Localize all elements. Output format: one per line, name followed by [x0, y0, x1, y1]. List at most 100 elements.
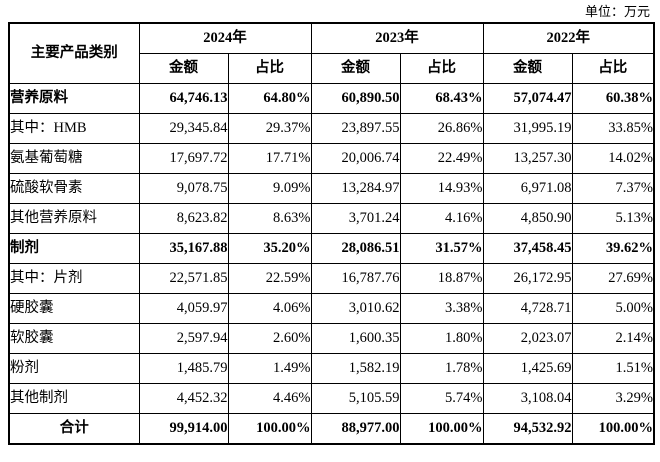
ratio-cell: 2.60% — [227, 323, 312, 354]
amount-cell: 94,532.92 — [482, 413, 573, 445]
ratio-cell: 33.85% — [571, 113, 655, 144]
ratio-cell: 3.38% — [399, 293, 484, 324]
category-cell: 营养原料 — [8, 83, 140, 114]
ratio-cell: 68.43% — [399, 83, 484, 114]
amount-cell: 3,108.04 — [482, 383, 573, 414]
ratio-header: 占比 — [227, 53, 312, 84]
ratio-cell: 1.49% — [227, 353, 312, 384]
amount-cell: 4,850.90 — [482, 203, 573, 234]
amount-cell: 4,059.97 — [138, 293, 229, 324]
amount-cell: 16,787.76 — [310, 263, 401, 294]
ratio-cell: 3.29% — [571, 383, 655, 414]
ratio-cell: 100.00% — [227, 413, 312, 445]
amount-cell: 88,977.00 — [310, 413, 401, 445]
table-row: 营养原料 64,746.13 64.80% 60,890.50 68.43% 57,074… — [8, 83, 655, 114]
ratio-cell: 31.57% — [399, 233, 484, 264]
ratio-cell: 2.14% — [571, 323, 655, 354]
ratio-cell: 5.74% — [399, 383, 484, 414]
table-row: 硫酸软骨素 9,078.75 9.09% 13,284.97 14.93% 6,971.0… — [8, 173, 655, 204]
table-row: 软胶囊 2,597.94 2.60% 1,600.35 1.80% 2,023.07 2.1… — [8, 323, 655, 354]
category-cell: 其中：HMB — [8, 113, 140, 144]
amount-header: 金额 — [310, 53, 401, 84]
ratio-cell: 39.62% — [571, 233, 655, 264]
ratio-cell: 7.37% — [571, 173, 655, 204]
category-cell: 其中：片剂 — [8, 263, 140, 294]
ratio-cell: 100.00% — [399, 413, 484, 445]
ratio-cell: 1.80% — [399, 323, 484, 354]
amount-cell: 60,890.50 — [310, 83, 401, 114]
table-row: 其中：HMB 29,345.84 29.37% 23,897.55 26.86% 31,9… — [8, 113, 655, 144]
amount-header: 金额 — [482, 53, 573, 84]
ratio-cell: 14.02% — [571, 143, 655, 174]
ratio-cell: 9.09% — [227, 173, 312, 204]
ratio-header: 占比 — [399, 53, 484, 84]
category-cell: 软胶囊 — [8, 323, 140, 354]
ratio-cell: 18.87% — [399, 263, 484, 294]
category-cell: 硫酸软骨素 — [8, 173, 140, 204]
amount-cell: 4,452.32 — [138, 383, 229, 414]
category-cell: 其他营养原料 — [8, 203, 140, 234]
table-row: 其他营养原料 8,623.82 8.63% 3,701.24 4.16% 4,850.90… — [8, 203, 655, 234]
amount-cell: 2,023.07 — [482, 323, 573, 354]
ratio-cell: 5.00% — [571, 293, 655, 324]
amount-cell: 31,995.19 — [482, 113, 573, 144]
year-header-2024: 2024年 — [138, 22, 312, 54]
ratio-cell: 14.93% — [399, 173, 484, 204]
amount-cell: 3,010.62 — [310, 293, 401, 324]
ratio-cell: 4.06% — [227, 293, 312, 324]
amount-cell: 13,284.97 — [310, 173, 401, 204]
amount-cell: 28,086.51 — [310, 233, 401, 264]
ratio-cell: 27.69% — [571, 263, 655, 294]
amount-cell: 3,701.24 — [310, 203, 401, 234]
amount-cell: 35,167.88 — [138, 233, 229, 264]
ratio-header: 占比 — [571, 53, 655, 84]
ratio-cell: 26.86% — [399, 113, 484, 144]
table-row: 硬胶囊 4,059.97 4.06% 3,010.62 3.38% 4,728.71 5.0… — [8, 293, 655, 324]
ratio-cell: 64.80% — [227, 83, 312, 114]
category-header: 主要产品类别 — [8, 22, 140, 84]
amount-cell: 2,597.94 — [138, 323, 229, 354]
amount-cell: 1,425.69 — [482, 353, 573, 384]
table-body: 营养原料 64,746.13 64.80% 60,890.50 68.43% 57,074… — [8, 83, 655, 445]
amount-cell: 99,914.00 — [138, 413, 229, 445]
ratio-cell: 17.71% — [227, 143, 312, 174]
ratio-cell: 4.16% — [399, 203, 484, 234]
table-row: 合计 99,914.00 100.00% 88,977.00 100.00% 94,532… — [8, 413, 655, 445]
unit-label: 单位：万元 — [584, 4, 650, 19]
table-row: 粉剂 1,485.79 1.49% 1,582.19 1.78% 1,425.69 1.51… — [8, 353, 655, 384]
category-cell: 其他制剂 — [8, 383, 140, 414]
header-row-subcolumns: 金额 占比 金额 占比 金额 占比 — [9, 53, 655, 84]
table-row: 制剂 35,167.88 35.20% 28,086.51 31.57% 37,458.4… — [8, 233, 655, 264]
amount-cell: 1,600.35 — [310, 323, 401, 354]
amount-cell: 9,078.75 — [138, 173, 229, 204]
amount-cell: 57,074.47 — [482, 83, 573, 114]
amount-cell: 13,257.30 — [482, 143, 573, 174]
amount-cell: 8,623.82 — [138, 203, 229, 234]
amount-cell: 1,582.19 — [310, 353, 401, 384]
amount-cell: 37,458.45 — [482, 233, 573, 264]
category-cell: 制剂 — [8, 233, 140, 264]
amount-cell: 6,971.08 — [482, 173, 573, 204]
category-cell: 硬胶囊 — [8, 293, 140, 324]
amount-cell: 29,345.84 — [138, 113, 229, 144]
category-cell: 粉剂 — [8, 353, 140, 384]
ratio-cell: 4.46% — [227, 383, 312, 414]
amount-header: 金额 — [138, 53, 229, 84]
ratio-cell: 5.13% — [571, 203, 655, 234]
amount-cell: 64,746.13 — [138, 83, 229, 114]
ratio-cell: 100.00% — [571, 413, 655, 445]
ratio-cell: 60.38% — [571, 83, 655, 114]
category-cell: 合计 — [8, 413, 140, 445]
ratio-cell: 22.59% — [227, 263, 312, 294]
category-cell: 氨基葡萄糖 — [8, 143, 140, 174]
amount-cell: 5,105.59 — [310, 383, 401, 414]
product-revenue-table: 主要产品类别 2024年 2023年 2022年 金额 占比 金额 占比 金额 … — [8, 22, 655, 445]
ratio-cell: 22.49% — [399, 143, 484, 174]
ratio-cell: 35.20% — [227, 233, 312, 264]
ratio-cell: 1.51% — [571, 353, 655, 384]
header-row-years: 主要产品类别 2024年 2023年 2022年 — [8, 22, 655, 84]
amount-cell: 26,172.95 — [482, 263, 573, 294]
table-row: 其他制剂 4,452.32 4.46% 5,105.59 5.74% 3,108.04 3.… — [8, 383, 655, 414]
ratio-cell: 29.37% — [227, 113, 312, 144]
amount-cell: 23,897.55 — [310, 113, 401, 144]
